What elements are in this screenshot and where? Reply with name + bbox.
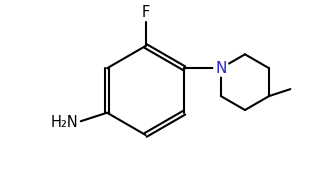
Text: F: F bbox=[141, 5, 150, 20]
Text: N: N bbox=[215, 61, 227, 76]
Text: H₂N: H₂N bbox=[51, 114, 79, 130]
